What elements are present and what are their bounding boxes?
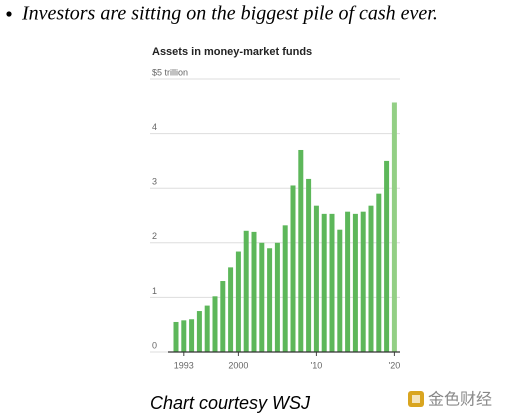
- bar: [282, 225, 288, 352]
- bar: [235, 251, 241, 352]
- bar: [259, 242, 265, 352]
- bar: [306, 178, 312, 352]
- bar: [376, 193, 382, 352]
- y-tick-label: 2: [152, 231, 157, 241]
- bar: [204, 305, 210, 352]
- y-tick-label: 4: [152, 122, 157, 132]
- bar: [384, 160, 390, 352]
- bar: [274, 242, 280, 352]
- y-tick-label: 3: [152, 177, 157, 187]
- bullet: [6, 11, 12, 17]
- bar: [329, 213, 335, 352]
- x-tick-label: 2000: [228, 360, 248, 370]
- bar: [243, 230, 249, 352]
- caption: Chart courtesy WSJ: [150, 393, 311, 413]
- chart-title: Assets in money-market funds: [152, 46, 312, 58]
- y-tick-label: $5 trillion: [152, 67, 188, 77]
- bar: [212, 296, 218, 352]
- bar: [228, 267, 234, 352]
- y-tick-label: 1: [152, 286, 157, 296]
- bar: [313, 205, 319, 352]
- bar: [189, 319, 195, 352]
- bar: [321, 213, 327, 352]
- bar: [251, 231, 257, 352]
- bar: [196, 311, 202, 352]
- bar: [337, 229, 343, 352]
- x-tick-label: '20: [389, 360, 401, 370]
- x-tick-label: 1993: [174, 360, 194, 370]
- bar: [267, 248, 273, 352]
- bar: [290, 185, 296, 352]
- bar: [220, 281, 226, 352]
- y-tick-label: 0: [152, 340, 157, 350]
- watermark-logo-inner: [412, 395, 420, 403]
- bar: [181, 320, 187, 352]
- heading: Investors are sitting on the biggest pil…: [21, 3, 438, 25]
- bar: [368, 205, 374, 352]
- bar: [360, 211, 366, 352]
- bar: [345, 211, 351, 352]
- bar: [352, 213, 358, 352]
- bar: [173, 321, 179, 352]
- watermark: 金色财经: [428, 390, 492, 409]
- bar: [298, 149, 304, 352]
- x-tick-label: '10: [311, 360, 323, 370]
- bar: [391, 102, 397, 352]
